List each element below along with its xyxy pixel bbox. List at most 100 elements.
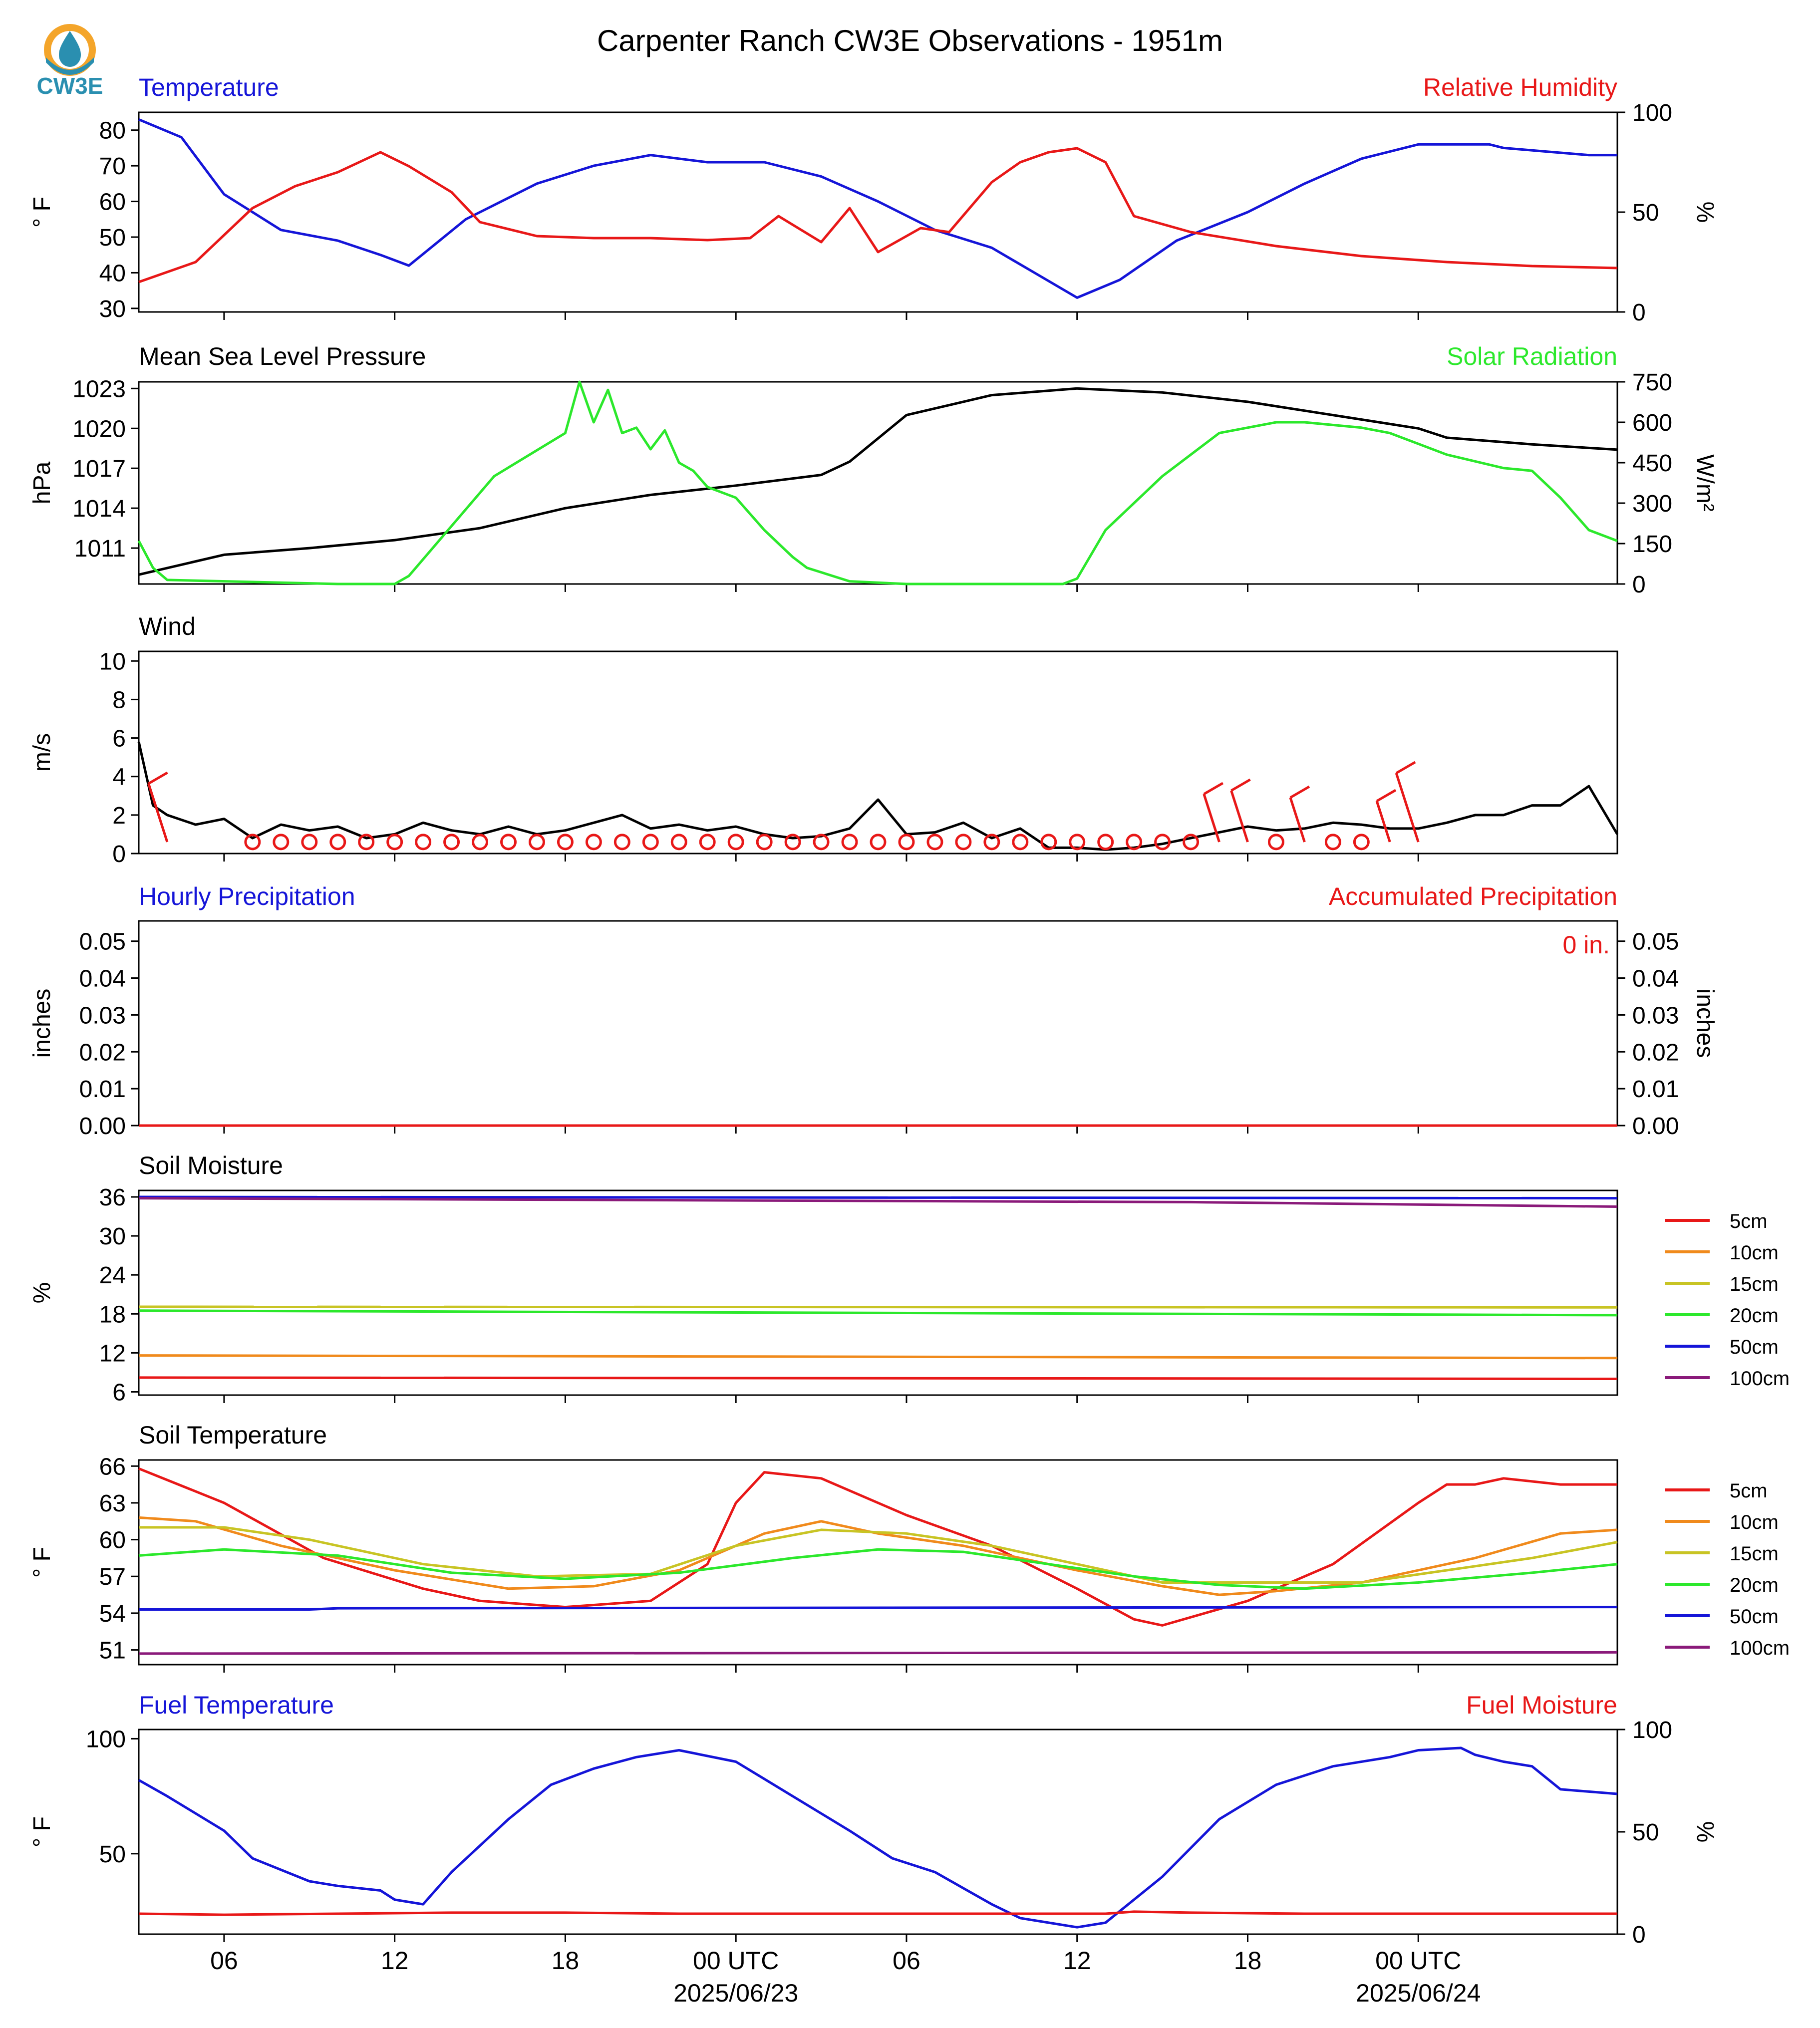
left-axis-tick-label: 2 bbox=[112, 803, 126, 829]
right-axis-tick-label: 0 bbox=[1632, 299, 1646, 326]
wind-calm-circle bbox=[983, 834, 1000, 851]
panel-pressure-solar: Mean Sea Level Pressure Solar Radiation … bbox=[29, 342, 1718, 598]
panel-precipitation: Hourly Precipitation Accumulated Precipi… bbox=[29, 882, 1718, 1140]
series-10cm-line bbox=[138, 1354, 1618, 1360]
right-axis-tick-label: 0 bbox=[1632, 1922, 1646, 1948]
time-axis: 06 12 18 00 UTC 2025/06/23 06 12 18 00 UTC 2025/0… bbox=[210, 1947, 1481, 2007]
wind-calm-circle bbox=[841, 834, 858, 851]
panel-title-soil-moisture: Soil Moisture bbox=[139, 1152, 283, 1179]
left-axis-tick-label: 0.04 bbox=[79, 966, 126, 992]
legend-label: 50cm bbox=[1730, 1606, 1779, 1628]
right-axis-tick-label: 100 bbox=[1632, 1717, 1672, 1743]
wind-barb-staff bbox=[1375, 801, 1391, 843]
wind-calm-circle bbox=[784, 834, 801, 851]
plot-frame bbox=[138, 381, 1618, 585]
left-axis-tick-label: 40 bbox=[99, 260, 126, 287]
right-axis-label: % bbox=[1692, 1821, 1718, 1843]
panel-title-accumulated-precipitation: Accumulated Precipitation bbox=[1329, 882, 1617, 910]
wind-calm-circle bbox=[756, 834, 773, 851]
panel-title-temperature: Temperature bbox=[139, 73, 279, 101]
wind-calm-circle bbox=[301, 834, 318, 851]
date-label: 2025/06/23 bbox=[673, 1979, 798, 2007]
right-axis-tick-label: 600 bbox=[1632, 410, 1672, 436]
wind-calm-circle bbox=[699, 834, 716, 851]
panel-title-hourly-precipitation: Hourly Precipitation bbox=[139, 882, 355, 910]
left-axis-tick-label: 30 bbox=[99, 1223, 126, 1250]
right-axis-tick-label: 0.02 bbox=[1632, 1039, 1679, 1066]
wind-calm-circle bbox=[613, 834, 630, 851]
wind-calm-circle bbox=[358, 834, 375, 851]
wind-calm-circle bbox=[244, 834, 261, 851]
wind-calm-circle bbox=[1012, 834, 1029, 851]
right-axis-tick-label: 0.03 bbox=[1632, 1002, 1679, 1029]
left-axis-tick-label: 60 bbox=[99, 1527, 126, 1554]
left-axis-label: m/s bbox=[29, 733, 55, 772]
left-axis-tick-label: 6 bbox=[112, 726, 126, 752]
wind-calm-circle bbox=[1097, 834, 1114, 851]
left-axis-tick-label: 0 bbox=[112, 841, 126, 868]
right-axis-tick-label: 0 bbox=[1632, 572, 1646, 598]
left-axis-tick-label: 6 bbox=[112, 1379, 126, 1406]
panel-title-fuel-temperature: Fuel Temperature bbox=[139, 1691, 334, 1719]
series-red-line bbox=[138, 147, 1618, 284]
series-red-line bbox=[138, 1910, 1617, 1916]
series-black-line bbox=[138, 387, 1618, 576]
wind-calm-circle bbox=[273, 834, 290, 851]
time-tick-label: 18 bbox=[552, 1947, 580, 1975]
left-axis-tick-label: 1023 bbox=[72, 376, 126, 402]
series-green-line bbox=[137, 380, 1618, 585]
left-axis-tick-label: 24 bbox=[99, 1262, 126, 1289]
series-50cm-line bbox=[139, 1606, 1618, 1611]
legend-label: 20cm bbox=[1730, 1305, 1779, 1327]
wind-barb-flag bbox=[1230, 778, 1251, 792]
right-axis-tick-label: 0.05 bbox=[1632, 929, 1679, 955]
logo-drop-icon bbox=[59, 31, 81, 67]
left-axis-tick-label: 0.00 bbox=[79, 1113, 126, 1140]
legend-label: 15cm bbox=[1730, 1543, 1779, 1565]
right-axis-tick-label: 300 bbox=[1632, 491, 1672, 517]
wind-calm-circle bbox=[1040, 834, 1057, 851]
wind-calm-circle bbox=[1069, 834, 1086, 851]
wind-barb-flag bbox=[1395, 761, 1416, 775]
wind-calm-circle bbox=[329, 834, 346, 851]
left-axis-tick-label: 0.03 bbox=[79, 1002, 126, 1029]
right-axis-label: W/m² bbox=[1692, 454, 1718, 512]
left-axis-tick-label: 1017 bbox=[72, 456, 126, 482]
wind-barb-staff bbox=[1395, 773, 1420, 843]
panel-temperature-humidity: Temperature Relative Humidity 30 40 50 60 70… bbox=[29, 73, 1718, 326]
logo-wave-icon bbox=[46, 57, 94, 75]
right-axis-label: % bbox=[1692, 202, 1718, 223]
logo-text: CW3E bbox=[37, 73, 103, 99]
wind-calm-circle bbox=[386, 834, 403, 851]
left-axis-label: % bbox=[29, 1282, 55, 1304]
legend-label: 50cm bbox=[1730, 1336, 1779, 1358]
plot-frame bbox=[138, 650, 1618, 855]
left-axis-label: inches bbox=[29, 989, 55, 1058]
plot-frame bbox=[138, 1189, 1618, 1396]
wind-calm-circle bbox=[528, 834, 545, 851]
wind-barb-staff bbox=[1230, 790, 1249, 843]
wind-calm-circle bbox=[898, 834, 915, 851]
wind-barb-flag bbox=[1203, 782, 1224, 796]
wind-calm-circle bbox=[415, 834, 432, 851]
left-axis-tick-label: 8 bbox=[112, 687, 126, 713]
wind-calm-circle bbox=[472, 834, 489, 851]
time-tick-label: 12 bbox=[1063, 1947, 1091, 1975]
wind-calm-circle bbox=[443, 834, 460, 851]
right-axis-tick-label: 50 bbox=[1632, 200, 1659, 226]
left-axis-tick-label: 1020 bbox=[72, 416, 126, 442]
wind-calm-circle bbox=[870, 834, 887, 851]
left-axis-tick-label: 0.01 bbox=[79, 1076, 126, 1103]
legend-label: 15cm bbox=[1730, 1273, 1779, 1295]
series-100cm-line bbox=[138, 1197, 1618, 1208]
left-axis-tick-label: 50 bbox=[99, 225, 126, 251]
series-50cm-line bbox=[138, 1195, 1618, 1200]
legend-label: 5cm bbox=[1730, 1480, 1768, 1502]
series-blue-line bbox=[138, 1746, 1618, 1929]
page-title: Carpenter Ranch CW3E Observations - 1951… bbox=[597, 24, 1223, 57]
legend-label: 100cm bbox=[1730, 1368, 1790, 1390]
legend-label: 10cm bbox=[1730, 1242, 1779, 1264]
panel-title-soil-temperature: Soil Temperature bbox=[139, 1421, 327, 1449]
panel-soil-moisture: Soil Moisture 6 12 18 24 30 36% 5cm 10cm 15cm 20c… bbox=[29, 1152, 1790, 1406]
